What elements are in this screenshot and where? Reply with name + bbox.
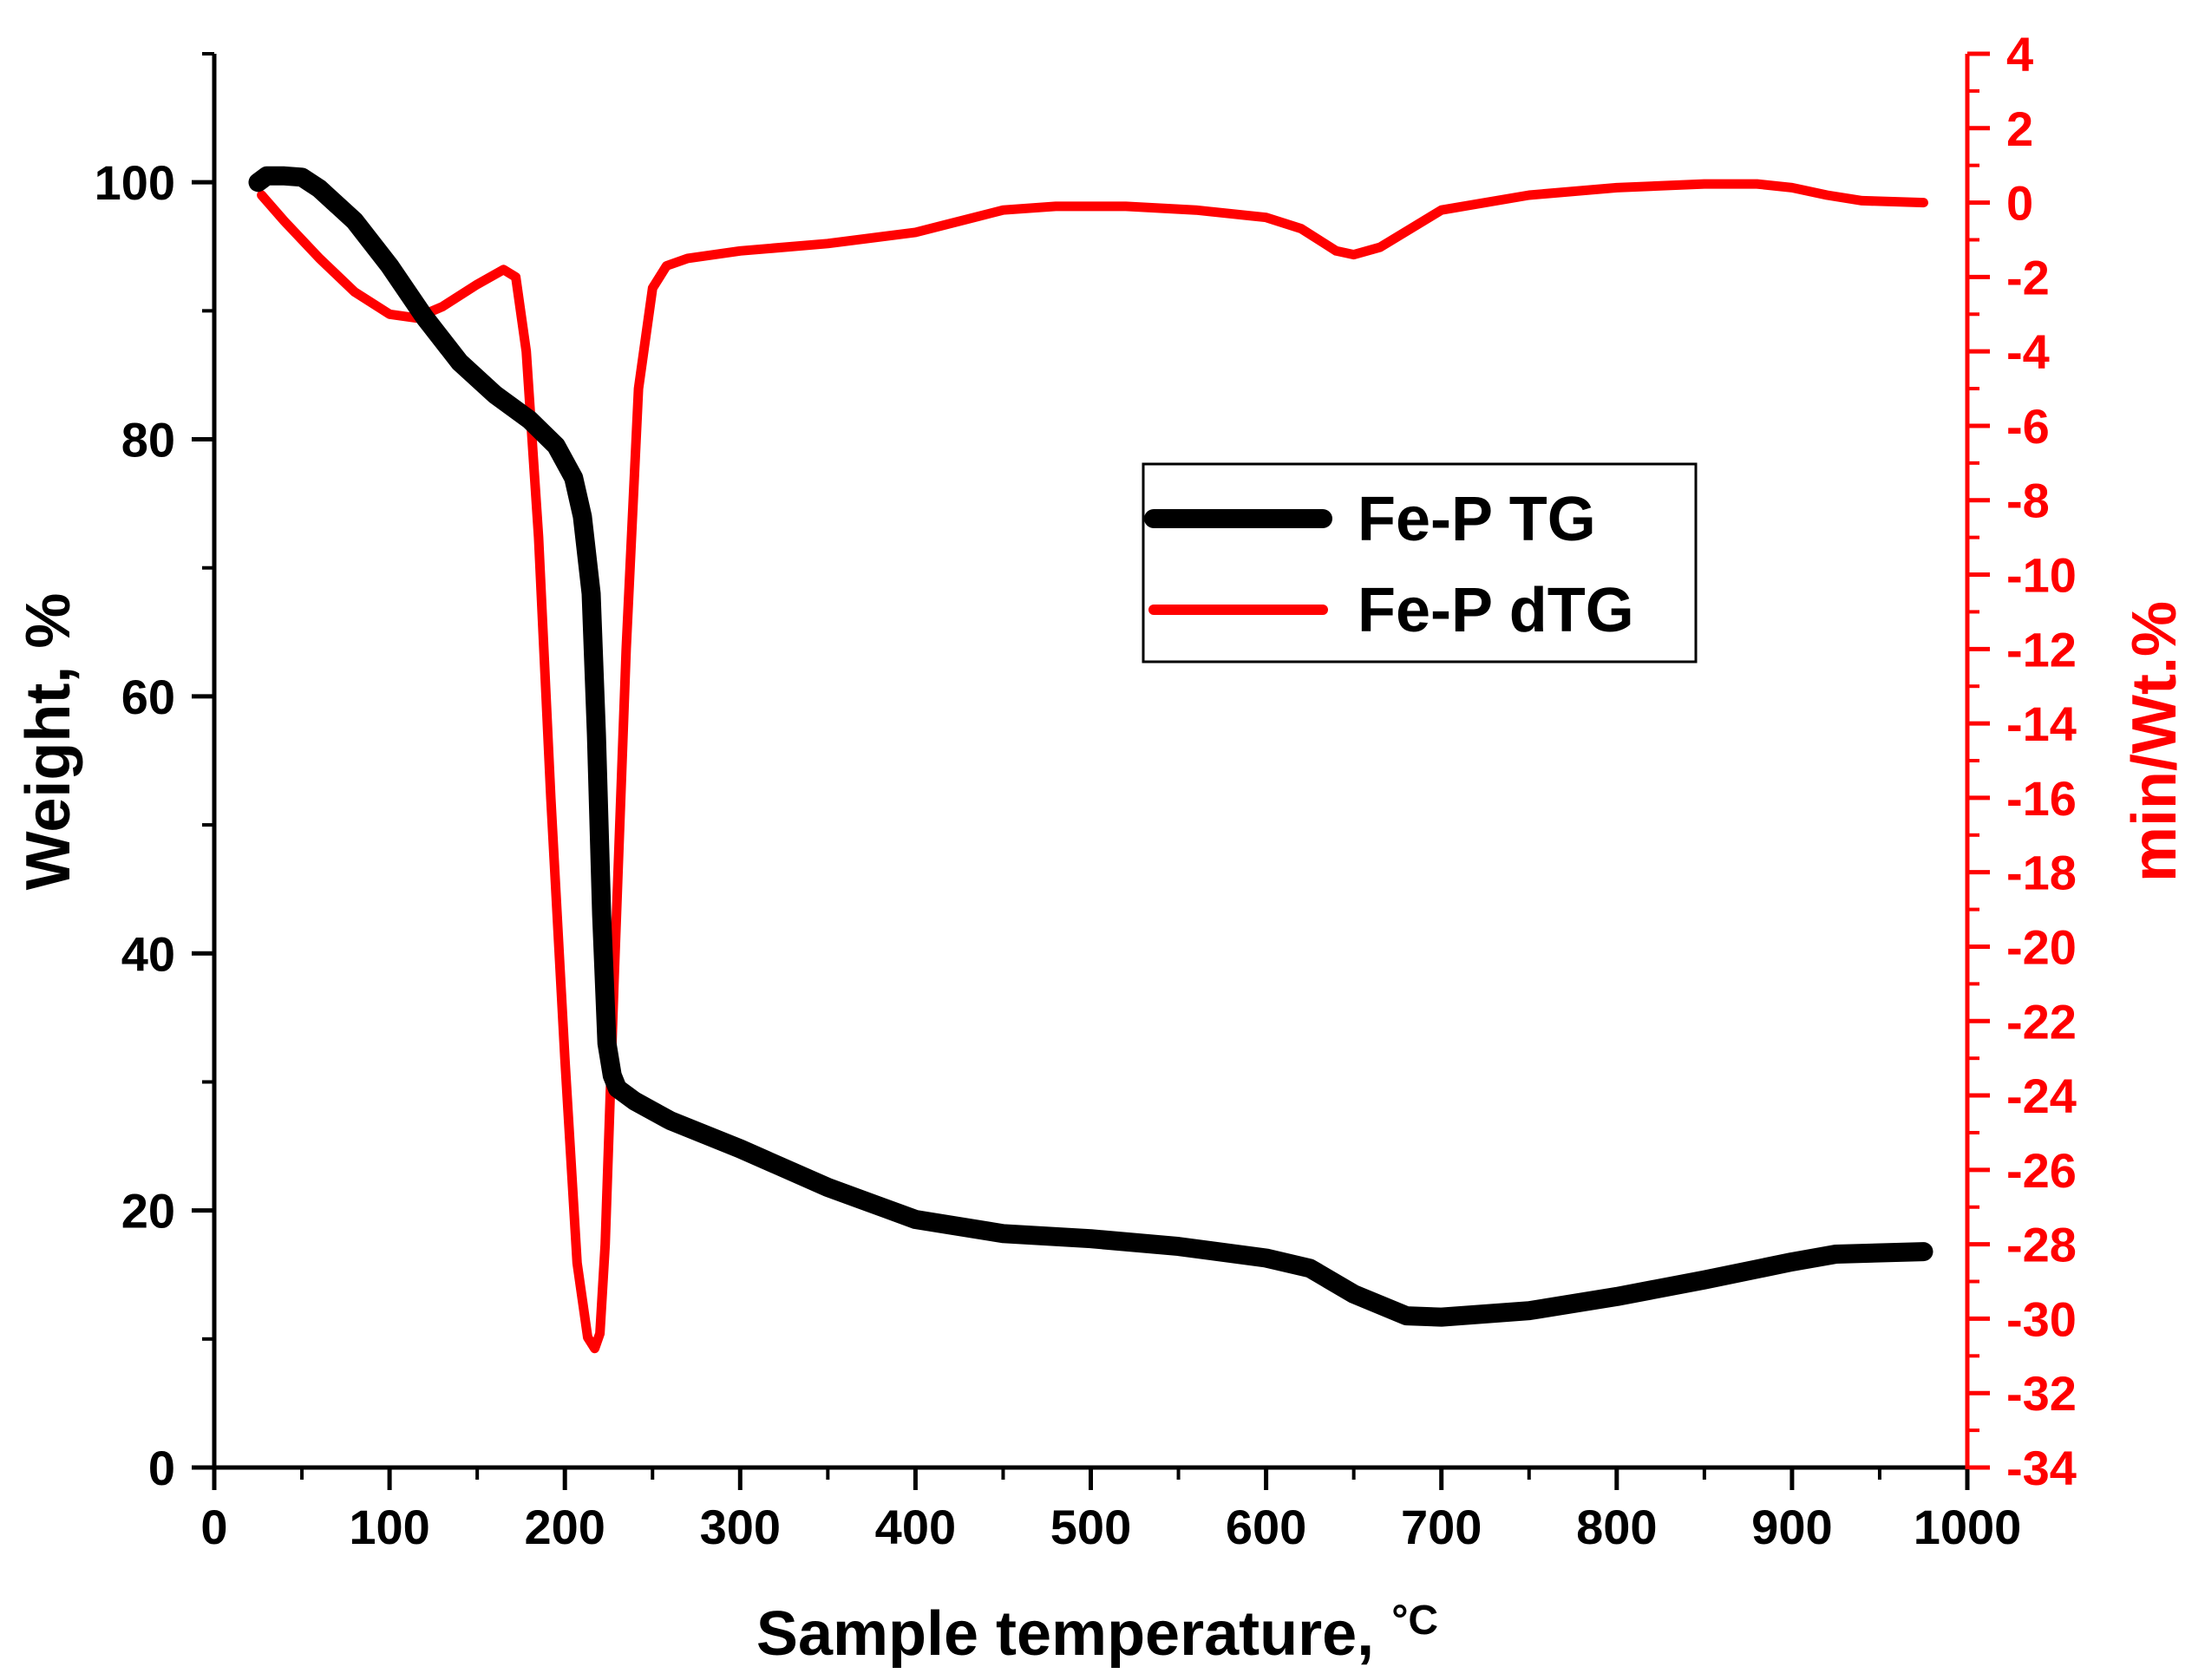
- legend: Fe-P TG Fe-P dTG: [1142, 462, 1698, 664]
- right-y-tick-label: 0: [2006, 176, 2033, 231]
- left-y-tick-label: 0: [148, 1441, 175, 1495]
- x-tick-label: 600: [1226, 1500, 1306, 1554]
- right-y-tick-label: -10: [2006, 548, 2077, 603]
- x-tick-label: 900: [1751, 1500, 1832, 1554]
- right-y-tick-label: -8: [2006, 474, 2050, 528]
- x-tick-label: 700: [1401, 1500, 1482, 1554]
- series-line-fe-p-dtg: [257, 179, 1928, 1354]
- right-y-tick-label: -20: [2006, 919, 2077, 974]
- x-tick-label: 0: [200, 1500, 227, 1554]
- right-y-tick-label: -26: [2006, 1143, 2077, 1198]
- right-y-tick-label: -2: [2006, 250, 2050, 304]
- x-tick-label: 500: [1050, 1500, 1131, 1554]
- left-y-tick-label: 40: [121, 926, 175, 981]
- right-y-tick-label: -34: [2006, 1441, 2077, 1495]
- right-y-tick-label: -28: [2006, 1218, 2077, 1272]
- left-y-tick-label: 60: [121, 670, 175, 724]
- right-y-tick-label: -4: [2006, 324, 2050, 379]
- right-y-tick-label: -30: [2006, 1291, 2077, 1346]
- x-tick-label: 1000: [1914, 1500, 2022, 1554]
- right-y-tick-label: -24: [2006, 1069, 2077, 1123]
- right-y-tick-label: -22: [2006, 994, 2077, 1049]
- left-y-tick-label: 80: [121, 413, 175, 467]
- x-tick-label: 100: [349, 1500, 429, 1554]
- left-y-tick-label: 100: [95, 155, 175, 210]
- right-y-axis-title: min/Wt.%: [2120, 601, 2189, 882]
- x-tick-label: 400: [875, 1500, 956, 1554]
- x-tick-label: 300: [700, 1500, 781, 1554]
- right-y-tick-label: -18: [2006, 846, 2077, 900]
- right-y-tick-label: -6: [2006, 399, 2050, 454]
- right-y-tick-label: 2: [2006, 101, 2033, 156]
- right-y-tick-label: -32: [2006, 1366, 2077, 1421]
- x-axis-title: Sample temperature, °C: [756, 1598, 1438, 1669]
- x-tick-label: 200: [524, 1500, 605, 1554]
- right-y-tick-label: -12: [2006, 622, 2077, 677]
- right-y-tick-label: -16: [2006, 771, 2077, 826]
- series-line-fe-p-tg: [248, 166, 1933, 1327]
- legend-box: [1142, 462, 1698, 664]
- legend-label-dtg: Fe-P dTG: [1358, 576, 1634, 645]
- right-y-tick-label: 4: [2006, 27, 2033, 82]
- left-y-axis-title: Weight, %: [14, 593, 83, 891]
- x-tick-label: 800: [1576, 1500, 1657, 1554]
- legend-label-tg: Fe-P TG: [1358, 485, 1596, 554]
- left-y-tick-label: 20: [121, 1184, 175, 1239]
- right-y-tick-label: -14: [2006, 696, 2077, 751]
